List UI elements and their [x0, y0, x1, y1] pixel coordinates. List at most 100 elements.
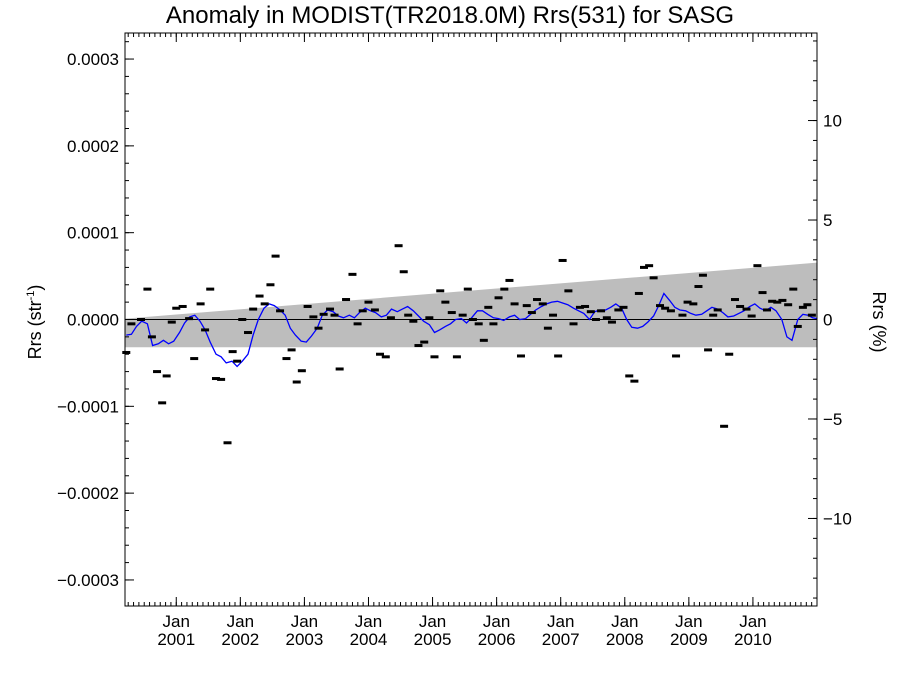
data-point: [425, 316, 434, 320]
data-point: [558, 258, 567, 262]
data-point: [468, 318, 477, 321]
data-point: [645, 264, 654, 268]
data-point: [249, 307, 258, 311]
data-point: [747, 314, 756, 318]
data-point: [172, 306, 181, 310]
data-point: [773, 300, 782, 304]
data-point: [543, 326, 552, 330]
data-point: [458, 313, 467, 317]
data-point: [436, 289, 445, 293]
data-point: [335, 367, 344, 371]
data-point: [127, 322, 136, 326]
data-point: [474, 322, 483, 326]
data-point: [211, 377, 220, 381]
data-point: [713, 308, 722, 312]
data-point: [447, 311, 456, 315]
left-tick-label: −0.0001: [57, 397, 119, 416]
data-point: [784, 303, 793, 307]
x-tick-month: Jan: [483, 612, 510, 631]
x-tick-month: Jan: [675, 612, 702, 631]
x-tick-month: Jan: [227, 612, 254, 631]
right-tick-label: 5: [823, 211, 832, 230]
data-point: [500, 287, 509, 291]
x-tick-year: 2008: [606, 630, 644, 649]
data-point: [704, 348, 713, 352]
data-point: [763, 308, 772, 312]
data-point: [522, 304, 531, 308]
data-point: [271, 254, 280, 258]
data-point: [287, 348, 296, 352]
data-point: [143, 287, 152, 291]
data-point: [282, 357, 291, 361]
data-point: [266, 283, 275, 287]
data-point: [554, 354, 563, 358]
data-point: [575, 305, 584, 309]
data-point: [725, 352, 734, 356]
right-tick-label: −10: [823, 509, 852, 528]
data-point: [409, 319, 418, 323]
data-point: [798, 305, 807, 309]
data-point: [452, 355, 461, 359]
data-point: [607, 320, 616, 324]
data-point: [185, 317, 194, 321]
left-y-axis: 0.0003 0.0002 0.0001 0.0000 −0.0001 −0.0002 −0…: [57, 41, 134, 590]
data-point: [326, 307, 335, 311]
data-point: [591, 318, 600, 321]
data-point: [510, 302, 519, 306]
x-tick-year: 2002: [221, 630, 259, 649]
data-point: [167, 320, 176, 324]
left-tick-label: 0.0003: [67, 50, 119, 69]
data-point: [158, 401, 167, 405]
left-tick-label: −0.0002: [57, 484, 119, 503]
data-point: [630, 379, 639, 383]
data-point: [255, 294, 264, 298]
data-point: [505, 278, 514, 282]
x-axis: Jan2001Jan2002Jan2003Jan2004Jan2005Jan20…: [127, 33, 818, 649]
data-point: [661, 306, 670, 310]
data-point: [353, 322, 362, 326]
data-point: [206, 287, 215, 291]
data-point: [178, 304, 187, 308]
data-point: [586, 310, 595, 314]
data-point: [376, 352, 385, 356]
x-tick-month: Jan: [419, 612, 446, 631]
left-tick-label: 0.0000: [67, 311, 119, 330]
data-point: [303, 304, 312, 308]
data-point: [742, 307, 751, 311]
data-point: [238, 318, 247, 321]
data-point: [420, 340, 429, 344]
data-point: [597, 309, 606, 313]
data-point: [634, 291, 643, 295]
data-point: [364, 300, 373, 304]
data-point: [538, 302, 547, 306]
x-tick-year: 2010: [734, 630, 772, 649]
data-point: [309, 315, 318, 319]
data-point: [569, 322, 578, 326]
anomaly-points-layer: [122, 244, 816, 445]
x-tick-month: Jan: [611, 612, 638, 631]
data-point: [297, 369, 306, 373]
data-point: [441, 300, 450, 304]
data-point: [147, 335, 156, 339]
data-point: [619, 305, 628, 309]
data-point: [314, 326, 323, 330]
data-point: [532, 298, 541, 302]
left-tick-label: −0.0003: [57, 571, 119, 590]
data-point: [137, 318, 146, 321]
data-point: [698, 273, 707, 277]
right-tick-label: 0: [823, 311, 832, 330]
data-point: [602, 316, 611, 320]
y-axis-right-label: Rrs (%): [869, 292, 889, 353]
data-point: [276, 309, 285, 313]
x-tick-month: Jan: [355, 612, 382, 631]
left-tick-label: 0.0002: [67, 137, 119, 156]
data-point: [736, 304, 745, 308]
x-tick-year: 2007: [542, 630, 580, 649]
data-point: [430, 355, 439, 359]
left-tick-label: 0.0001: [67, 224, 119, 243]
x-tick-year: 2003: [285, 630, 323, 649]
data-point: [162, 374, 171, 378]
x-tick-month: Jan: [547, 612, 574, 631]
data-point: [803, 303, 812, 307]
uncertainty-band: [125, 262, 817, 348]
